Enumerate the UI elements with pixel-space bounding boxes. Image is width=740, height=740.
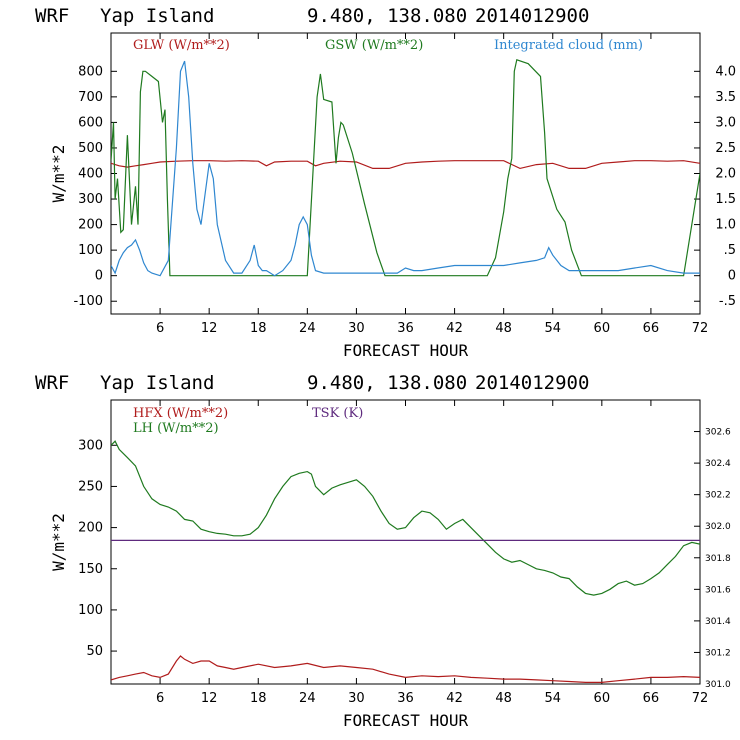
legend-hfx: HFX (W/m**2) — [133, 406, 228, 421]
x-tick-label: 6 — [156, 691, 164, 706]
y-tick-label: -100 — [73, 294, 103, 309]
x-tick-label: 60 — [594, 691, 611, 706]
y2-tick-label: 301.4 — [705, 617, 731, 627]
y2-tick-label: 302.4 — [705, 459, 731, 469]
x-tick-label: 54 — [544, 691, 561, 706]
legend-tsk: TSK (K) — [312, 406, 363, 421]
y-tick-label: 200 — [78, 521, 103, 536]
x-tick-label: 60 — [594, 321, 611, 336]
y-axis-label: W/m**2 — [49, 513, 68, 571]
y2-tick-label: -.5 — [719, 294, 736, 309]
y2-tick-label: 301.6 — [705, 585, 731, 595]
y2-tick-label: 0 — [728, 269, 736, 284]
x-tick-label: 48 — [495, 321, 512, 336]
chart-title-model: WRF — [35, 5, 69, 27]
chart-title-date: 2014012900 — [475, 5, 589, 27]
legend-glw: GLW (W/m**2) — [133, 38, 230, 53]
plot-frame — [110, 399, 701, 685]
x-tick-label: 12 — [201, 691, 218, 706]
x-tick-label: 42 — [446, 321, 463, 336]
x-tick-label: 66 — [643, 321, 660, 336]
y2-tick-label: 301.0 — [705, 680, 731, 690]
x-tick-label: 72 — [692, 321, 709, 336]
x-tick-label: 72 — [692, 691, 709, 706]
y-tick-label: 100 — [78, 243, 103, 258]
x-tick-label: 6 — [156, 321, 164, 336]
chart-title-location: Yap Island — [100, 372, 214, 394]
y-tick-label: 250 — [78, 479, 103, 494]
y-tick-label: 700 — [78, 90, 103, 105]
y2-tick-label: 302.0 — [705, 522, 731, 532]
y-tick-label: 150 — [78, 562, 103, 577]
x-tick-label: 48 — [495, 691, 512, 706]
chart-title-coords: 9.480, 138.080 — [307, 5, 467, 27]
x-tick-label: 36 — [397, 691, 414, 706]
series-line-hfx — [111, 655, 700, 684]
x-axis-label: FORECAST HOUR — [343, 341, 469, 360]
x-axis-label: FORECAST HOUR — [343, 711, 469, 730]
y2-tick-label: .5 — [724, 243, 736, 258]
x-tick-label: 24 — [299, 321, 316, 336]
y2-tick-label: 301.8 — [705, 554, 731, 564]
series-line-lh — [111, 440, 700, 596]
chart-bottom: WRF Yap Island 9.480, 138.080 2014012900 6 12… — [35, 372, 731, 730]
y2-tick-label: 1.5 — [715, 192, 736, 207]
legend-lh: LH (W/m**2) — [133, 421, 219, 436]
y2-tick-label: 3.0 — [715, 115, 736, 130]
x-tick-label: 36 — [397, 321, 414, 336]
x-tick-label: 30 — [348, 691, 365, 706]
series-line-gsw — [111, 59, 700, 277]
y-tick-label: 600 — [78, 115, 103, 130]
chart-title-model: WRF — [35, 372, 69, 394]
y2-tick-label: 2.5 — [715, 141, 736, 156]
y2-tick-label: 302.6 — [705, 428, 731, 438]
chart-top: WRF Yap Island 9.480, 138.080 2014012900 6 12… — [35, 5, 736, 360]
series-line-glw — [111, 160, 700, 170]
y-tick-label: 100 — [78, 603, 103, 618]
x-tick-label: 42 — [446, 691, 463, 706]
x-tick-label: 12 — [201, 321, 218, 336]
legend-gsw: GSW (W/m**2) — [325, 38, 423, 53]
x-tick-label: 66 — [643, 691, 660, 706]
y-tick-label: 300 — [78, 438, 103, 453]
x-tick-label: 54 — [544, 321, 561, 336]
y-tick-label: 50 — [86, 644, 103, 659]
series-line-integrated — [111, 60, 700, 277]
y2-tick-label: 2.0 — [715, 167, 736, 182]
y2-tick-label: 4.0 — [715, 64, 736, 79]
plot-frame — [110, 32, 701, 315]
y2-tick-label: 302.2 — [705, 491, 731, 501]
x-tick-label: 18 — [250, 691, 267, 706]
y-axis-label: W/m**2 — [49, 145, 68, 203]
y-tick-label: 300 — [78, 192, 103, 207]
legend-integrated: Integrated cloud (mm) — [494, 38, 643, 53]
chart-title-date: 2014012900 — [475, 372, 589, 394]
x-tick-label: 24 — [299, 691, 316, 706]
y2-tick-label: 301.2 — [705, 648, 731, 658]
x-tick-label: 30 — [348, 321, 365, 336]
y-tick-label: 0 — [95, 269, 103, 284]
y-tick-label: 800 — [78, 64, 103, 79]
y-tick-label: 200 — [78, 218, 103, 233]
y-tick-label: 400 — [78, 167, 103, 182]
chart-title-location: Yap Island — [100, 5, 214, 27]
y2-tick-label: 3.5 — [715, 90, 736, 105]
chart-title-coords: 9.480, 138.080 — [307, 372, 467, 394]
y2-tick-label: 1.0 — [715, 218, 736, 233]
y-tick-label: 500 — [78, 141, 103, 156]
x-tick-label: 18 — [250, 321, 267, 336]
